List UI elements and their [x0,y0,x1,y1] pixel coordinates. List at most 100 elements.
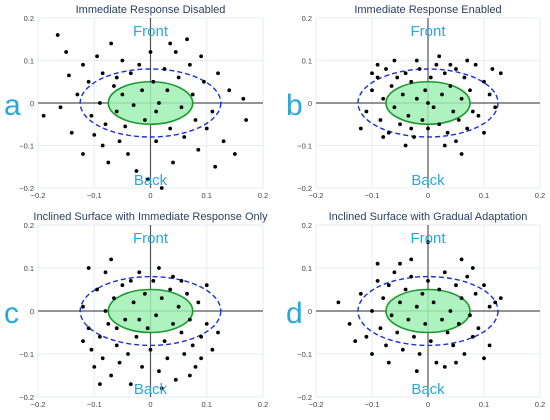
data-point [196,300,201,305]
x-tick-label: 0.1 [479,191,489,200]
data-point [199,334,204,339]
y-tick-label: 0.2 [302,14,312,23]
data-point [482,283,486,288]
data-point [395,75,400,80]
data-point [384,67,388,71]
data-point [97,101,102,105]
data-point [414,304,419,309]
data-point [159,296,164,300]
data-point [216,71,220,76]
data-point [58,105,63,110]
data-point [190,343,195,348]
x-tick-label: 0 [426,191,430,200]
data-point [67,73,71,78]
data-point [487,304,492,309]
data-point [440,92,444,97]
data-point [86,79,91,84]
data-point [151,79,156,84]
data-point [199,356,204,361]
data-point [81,62,85,67]
data-point [227,88,232,93]
data-point [159,386,164,391]
data-point [134,169,139,173]
data-point [426,126,430,131]
data-point [202,79,206,84]
panel-title: Inclined Surface with Immediate Response… [33,211,268,223]
y-tick-label: 0.1 [24,264,34,273]
x-tick-label: −0.2 [309,400,324,409]
data-point [81,339,85,343]
data-point [451,109,456,114]
data-point [468,313,472,318]
data-point [162,67,167,71]
data-point [131,300,136,305]
data-point [64,50,69,54]
panel-letter: a [4,89,21,122]
data-point [456,118,461,122]
y-tick-label: 0 [308,99,312,108]
data-point [120,58,125,63]
data-point [395,330,400,335]
data-point [412,334,416,339]
data-point [370,71,374,76]
x-tick-label: −0.1 [87,191,102,200]
data-point [97,334,102,339]
data-point [142,118,147,122]
data-point [92,365,97,369]
data-point [173,50,178,54]
data-point [437,122,442,127]
data-point [151,279,156,283]
data-point [482,130,486,135]
x-tick-label: −0.2 [31,400,46,409]
data-point [55,33,60,37]
data-point [476,113,481,118]
data-point [114,326,119,331]
data-point [442,143,447,148]
data-point [378,118,383,122]
data-point [171,160,175,165]
data-point [493,105,498,110]
inner-ellipse [385,288,471,334]
data-point [81,152,85,156]
data-point [414,369,419,374]
data-point [456,322,461,326]
data-point [389,84,394,88]
data-point [185,37,189,42]
data-point [353,339,358,343]
data-point [381,135,386,139]
data-point [414,96,419,101]
data-point [123,124,128,129]
data-point [142,291,147,296]
x-tick-label: 0.2 [535,400,545,409]
y-tick-label: 0 [30,99,34,108]
back-label: Back [134,381,168,398]
back-label: Back [411,172,445,189]
data-point [454,360,458,365]
data-point [462,352,467,356]
data-point [358,126,363,131]
data-point [114,343,119,348]
y-tick-label: 0.2 [24,14,34,23]
back-label: Back [411,381,445,398]
data-point [168,126,173,131]
data-point [148,50,153,54]
data-point [487,92,492,97]
data-point [476,326,481,331]
data-point [420,291,425,296]
outer-ellipse [357,68,499,138]
data-point [482,79,486,84]
data-point [106,322,111,326]
data-point [210,109,215,114]
data-point [117,360,122,365]
x-tick-label: 0.2 [535,191,545,200]
x-tick-label: −0.1 [365,400,380,409]
data-point [498,296,503,300]
front-label: Front [410,230,446,247]
data-point [120,283,125,288]
data-point [426,240,430,245]
data-point [392,58,397,63]
data-point [100,356,105,361]
y-tick-label: 0.2 [24,221,34,230]
data-point [431,105,436,110]
data-point [114,75,119,80]
